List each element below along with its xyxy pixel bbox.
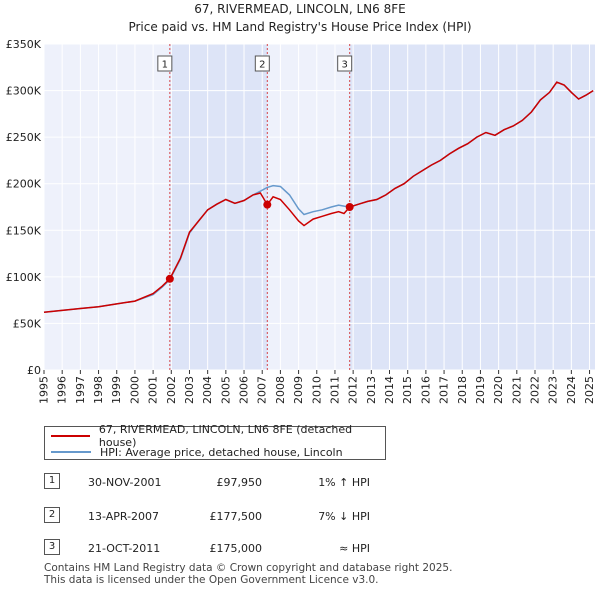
- x-tick-label: 2010: [310, 376, 323, 404]
- sale-hpi-relation: ≈ HPI: [339, 542, 370, 555]
- x-tick-label: 2007: [256, 376, 269, 404]
- sale-annotation-box: [254, 55, 270, 72]
- x-tick-label: 2016: [419, 376, 432, 404]
- footer-attribution: Contains HM Land Registry data © Crown c…: [44, 562, 452, 586]
- x-tick-label: 1995: [38, 376, 51, 404]
- sale-annotations: 1 2 3: [157, 55, 353, 72]
- grid: [43, 43, 595, 371]
- sale-points: [165, 200, 354, 283]
- x-tick-label: 2008: [274, 376, 287, 404]
- y-tick-label: £50K: [13, 317, 42, 330]
- legend: 67, RIVERMEAD, LINCOLN, LN6 8FE (detache…: [44, 423, 386, 460]
- legend-label-property: 67, RIVERMEAD, LINCOLN, LN6 8FE (detache…: [98, 423, 353, 449]
- property-series-line: [43, 81, 594, 314]
- x-tick-label: 1997: [74, 376, 87, 404]
- sale-number-badge: 2: [44, 507, 60, 523]
- price-chart: 67, RIVERMEAD, LINCOLN, LN6 8FE Price pa…: [6, 2, 596, 404]
- x-tick-label: 2018: [456, 376, 469, 404]
- footer-line-licence: This data is licensed under the Open Gov…: [44, 574, 379, 586]
- sale-point: [345, 203, 354, 211]
- sale-row: 1 30-NOV-2001 £97,950 1% ↑ HPI: [0, 470, 600, 490]
- x-tick-label: 2017: [438, 376, 451, 404]
- y-tick-label: £200K: [6, 178, 42, 191]
- chart-title: 67, RIVERMEAD, LINCOLN, LN6 8FE: [194, 2, 405, 16]
- sale-price: £175,000: [209, 542, 263, 555]
- x-tick-label: 2001: [147, 376, 160, 404]
- x-tick-label: 2014: [383, 376, 396, 404]
- x-tick-label: 1998: [92, 376, 105, 404]
- y-tick-label: £150K: [6, 224, 42, 237]
- footer-line-copyright: Contains HM Land Registry data © Crown c…: [44, 562, 453, 574]
- sale-hpi-relation: 7% ↓ HPI: [318, 510, 370, 523]
- y-tick-label: £100K: [6, 271, 42, 284]
- y-tick-label: £350K: [6, 38, 42, 51]
- series-lines: [43, 81, 594, 314]
- x-tick-label: 2024: [565, 376, 578, 404]
- legend-swatch-property: [51, 435, 90, 437]
- x-tick-label: 2009: [292, 376, 305, 404]
- y-tick-label: £0: [27, 364, 41, 377]
- x-tick-label: 2003: [183, 376, 196, 404]
- chart-subtitle: Price paid vs. HM Land Registry's House …: [128, 20, 471, 34]
- x-tick-label: 1996: [56, 376, 69, 404]
- sale-annotation-box: [337, 55, 353, 72]
- sale-number-badge: 1: [44, 473, 60, 489]
- x-tick-label: 2000: [128, 376, 141, 404]
- x-tick-label: 2020: [492, 376, 505, 404]
- shaded-period: [349, 44, 595, 370]
- x-tick-label: 2022: [528, 376, 541, 404]
- shaded-periods: [169, 44, 595, 370]
- sale-date: 30-NOV-2001: [88, 476, 162, 489]
- x-tick-label: 2006: [238, 376, 251, 404]
- x-tick-label: 2013: [365, 376, 378, 404]
- sale-price: £177,500: [209, 510, 263, 523]
- x-axis-ticks: 1995 1996 1997 1998 1999 2000 2001 2002 2003 2004…: [38, 370, 596, 404]
- sale-annotation-label: 1: [162, 60, 168, 71]
- sale-annotation-label: 2: [259, 60, 265, 71]
- x-tick-label: 2021: [510, 376, 523, 404]
- sale-date: 21-OCT-2011: [88, 542, 161, 555]
- x-tick-label: 2015: [401, 376, 414, 404]
- sale-date: 13-APR-2007: [88, 510, 160, 523]
- x-tick-label: 2012: [347, 376, 360, 404]
- sale-annotation-box: [157, 55, 173, 72]
- sale-price: £97,950: [216, 476, 263, 489]
- x-tick-label: 2004: [201, 376, 214, 404]
- x-tick-label: 2025: [583, 376, 596, 404]
- sale-row: 2 13-APR-2007 £177,500 7% ↓ HPI: [0, 504, 600, 524]
- x-tick-label: 2011: [328, 376, 341, 404]
- sale-point: [165, 274, 174, 283]
- x-tick-label: 2005: [219, 376, 232, 404]
- x-tick-label: 2019: [474, 376, 487, 404]
- x-tick-label: 2002: [165, 376, 178, 404]
- legend-item-hpi: HPI: Average price, detached house, Linc…: [51, 444, 343, 460]
- y-tick-label: £300K: [6, 85, 42, 98]
- y-axis-ticks: £0 £50K £100K £150K £200K £250K £300K £350K: [6, 38, 42, 377]
- sale-hpi-relation: 1% ↑ HPI: [318, 476, 370, 489]
- legend-swatch-hpi: [51, 451, 91, 453]
- sale-point: [263, 200, 272, 209]
- y-tick-label: £250K: [6, 131, 42, 144]
- sale-number-badge: 3: [44, 539, 60, 555]
- x-tick-label: 2023: [547, 376, 560, 404]
- sale-row: 3 21-OCT-2011 £175,000 ≈ HPI: [0, 536, 600, 556]
- sale-annotation-label: 3: [341, 60, 347, 71]
- legend-item-property: 67, RIVERMEAD, LINCOLN, LN6 8FE (detache…: [51, 423, 385, 449]
- shaded-period: [169, 44, 268, 370]
- x-tick-label: 1999: [110, 376, 123, 404]
- legend-label-hpi: HPI: Average price, detached house, Linc…: [100, 445, 343, 459]
